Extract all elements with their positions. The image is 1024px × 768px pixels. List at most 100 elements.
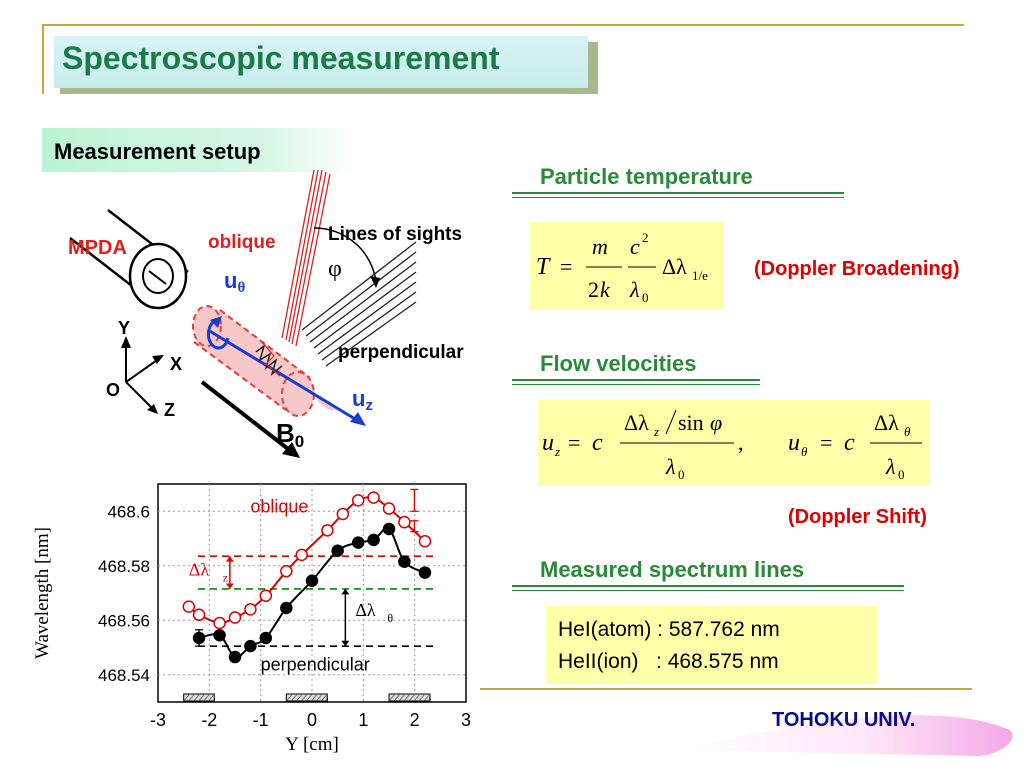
axis-z-label: Z	[164, 400, 175, 420]
hatch-stroke	[311, 693, 318, 702]
svg-text:m: m	[592, 234, 608, 259]
hatch-stroke	[408, 693, 416, 702]
axis-y-label: Y	[118, 318, 130, 338]
title-box	[54, 36, 588, 88]
hatch-stroke	[418, 693, 426, 702]
data-point-oblique	[418, 534, 432, 548]
x-tick-label: -2	[201, 710, 217, 730]
flow-equation: u z = c Δλ z sin φ λ 0 , u θ = c Δλ θ λ …	[538, 400, 930, 486]
spectrum-line-heii: HeII(ion) : 468.575 nm	[558, 650, 779, 673]
svg-text:Δλ: Δλ	[662, 254, 687, 279]
hatch-stroke	[321, 693, 328, 702]
mpda-label: MPDA	[68, 237, 127, 259]
svg-text:z: z	[554, 444, 560, 459]
oblique-curve-label: oblique	[250, 497, 308, 517]
hatch-stroke	[413, 693, 421, 702]
delta-theta-arrowhead-bottom	[341, 640, 350, 647]
phi-label: φ	[328, 256, 342, 282]
hatch-stroke	[301, 693, 308, 702]
data-point-oblique	[351, 494, 365, 507]
x-tick-label: -1	[253, 710, 269, 730]
hatch-stroke	[193, 693, 200, 702]
perpendicular-sightlines	[301, 241, 417, 367]
svg-text:k: k	[600, 277, 611, 302]
data-point-perpendicular	[228, 650, 242, 664]
svg-text:λ: λ	[629, 277, 640, 302]
svg-text:2: 2	[588, 277, 599, 302]
left-rule	[42, 24, 44, 94]
lines-of-sights-label: Lines of sights	[328, 224, 462, 245]
data-point-perpendicular	[398, 555, 411, 568]
hatch-stroke	[316, 693, 323, 702]
u-theta-label: uθ	[224, 268, 245, 296]
hatched-boxes	[183, 693, 431, 702]
footer-rule	[480, 688, 972, 690]
svg-text:0: 0	[678, 467, 685, 482]
data-point-oblique	[295, 548, 308, 562]
data-point-perpendicular	[331, 544, 344, 558]
hatch-stroke	[198, 693, 205, 702]
flow-underline-2	[512, 384, 760, 385]
data-point-oblique	[228, 611, 242, 624]
perpendicular-label: perpendicular	[338, 342, 464, 363]
y-tick-label: 468.56	[98, 611, 150, 630]
svg-text:Δλ: Δλ	[874, 410, 899, 435]
hatch-stroke	[203, 693, 210, 702]
data-point-oblique	[321, 524, 334, 537]
perpendicular-curve-label: perpendicular	[261, 655, 370, 675]
data-point-perpendicular	[418, 566, 432, 579]
u-z-label: uz	[352, 386, 373, 414]
delta-z-label: Δλ	[189, 559, 210, 579]
svg-text:u: u	[788, 430, 800, 456]
b0-label: B0	[276, 418, 304, 451]
temperature-equation: T = m 2 k c 2 λ 0 Δλ 1/e	[530, 222, 724, 310]
x-tick-label: -3	[150, 710, 166, 730]
hatch-stroke	[291, 693, 298, 702]
x-tick-label: 1	[358, 710, 368, 730]
coordinate-axes	[125, 342, 161, 411]
y-tick-label: 468.54	[98, 666, 150, 685]
data-point-oblique	[280, 564, 293, 578]
temperature-underline	[512, 192, 844, 194]
mpda-tube	[69, 209, 189, 310]
svg-text:c: c	[844, 430, 855, 456]
setup-diagram: MPDA φ oblique Lines of sigh	[68, 170, 464, 458]
data-point-oblique	[182, 600, 196, 613]
data-point-oblique	[382, 502, 396, 515]
data-point-perpendicular	[259, 631, 273, 645]
oblique-label: oblique	[208, 232, 276, 253]
tick-labels: -3 -2 -1 0 1 2 3 468.54 468.56 468.58 468.6	[98, 502, 471, 730]
svg-text:1/e: 1/e	[692, 268, 708, 283]
spectrum-lines-box: HeI(atom) : 587.762 nm HeII(ion) : 468.5…	[546, 606, 878, 684]
y-tick-label: 468.58	[98, 557, 150, 576]
spectrum-line-hei: HeI(atom) : 587.762 nm	[558, 618, 780, 641]
plasma-column	[192, 305, 336, 417]
svg-text:φ: φ	[710, 410, 722, 435]
x-axis-label: Y [cm]	[285, 734, 339, 755]
x-tick-label: 2	[410, 710, 420, 730]
data-point-perpendicular	[244, 639, 257, 653]
temperature-underline-2	[512, 197, 844, 198]
hatch-stroke	[286, 693, 293, 702]
uz-arrow	[207, 328, 361, 424]
spectrum-title: Measured spectrum lines	[540, 557, 805, 582]
svg-text:Δλ: Δλ	[624, 410, 649, 435]
data-point-oblique	[213, 616, 226, 630]
slide-title: Spectroscopic measurement	[62, 40, 500, 76]
svg-text:=: =	[560, 254, 572, 279]
origin-label: O	[106, 380, 120, 400]
svg-text:c: c	[592, 430, 603, 456]
hatch-stroke	[213, 693, 215, 702]
data-point-perpendicular	[367, 533, 380, 547]
data-point-perpendicular	[280, 601, 293, 615]
temperature-title: Particle temperature	[540, 164, 753, 189]
data-point-perpendicular	[351, 536, 365, 549]
delta-z-arrowhead-top	[225, 556, 234, 562]
hatch-stroke	[325, 693, 328, 702]
delta-theta-subscript: θ	[387, 611, 393, 625]
svg-text:c: c	[630, 234, 640, 259]
data-point-oblique	[192, 608, 206, 622]
svg-text:0: 0	[898, 467, 905, 482]
rotation-arrow	[206, 318, 230, 350]
svg-text:sin: sin	[678, 410, 704, 435]
